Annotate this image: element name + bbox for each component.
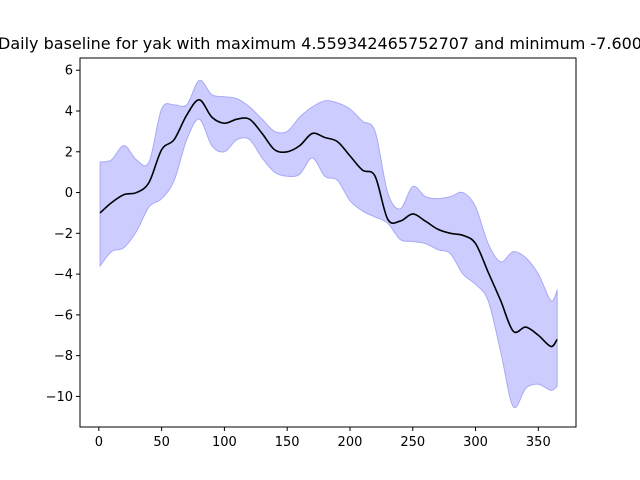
- baseline-line: [99, 98, 558, 348]
- y-tick-label: −4: [54, 268, 73, 283]
- plot-area: [99, 79, 558, 409]
- x-tick-label: 200: [338, 435, 363, 450]
- confidence-band: [99, 79, 558, 409]
- y-axis: −10 −8 −6 −4 −2 0 2 4 6: [46, 64, 80, 405]
- x-tick-label: 100: [212, 435, 237, 450]
- y-tick-label: −8: [54, 349, 73, 364]
- x-tick-label: 300: [463, 435, 488, 450]
- plot-frame: [79, 57, 577, 428]
- y-tick-label: 6: [65, 64, 73, 79]
- y-tick-label: −6: [54, 308, 73, 323]
- x-tick-label: 150: [275, 435, 300, 450]
- y-tick-label: 2: [65, 145, 73, 160]
- x-axis: 0 50 100 150 200 250 300 350: [95, 427, 551, 450]
- y-tick-label: 4: [65, 105, 73, 120]
- y-tick-label: −2: [54, 227, 73, 242]
- x-tick-label: 0: [95, 435, 103, 450]
- x-tick-label: 50: [153, 435, 170, 450]
- x-tick-label: 250: [400, 435, 425, 450]
- x-tick-label: 350: [526, 435, 551, 450]
- chart-title: Daily baseline for yak with maximum 4.55…: [0, 34, 640, 53]
- y-tick-label: 0: [65, 186, 73, 201]
- y-tick-label: −10: [46, 390, 73, 405]
